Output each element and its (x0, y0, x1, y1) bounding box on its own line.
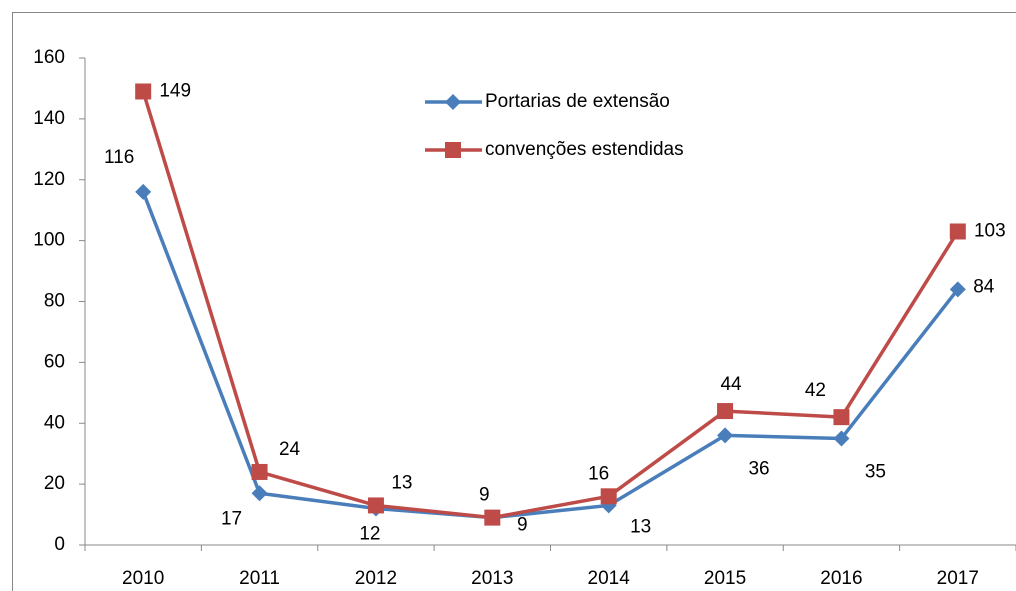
y-tick-label: 160 (33, 47, 65, 68)
legend-label: convenções estendidas (485, 139, 684, 160)
data-label: 84 (973, 276, 995, 297)
legend-label: Portarias de extensão (485, 91, 670, 112)
marker (949, 281, 966, 298)
y-tick-label: 60 (44, 351, 65, 372)
y-tick-label: 100 (33, 230, 65, 251)
y-tick-label: 20 (44, 473, 65, 494)
legend-marker (445, 142, 461, 158)
marker (717, 403, 734, 420)
marker (833, 430, 850, 447)
data-label: 16 (588, 463, 609, 484)
data-label: 36 (748, 458, 769, 479)
x-tick-label: 2015 (704, 568, 746, 589)
data-label: 24 (279, 439, 301, 460)
x-tick-label: 2013 (471, 568, 513, 589)
marker (717, 427, 734, 444)
data-label: 9 (479, 485, 490, 506)
data-label: 35 (865, 461, 886, 482)
x-tick-label: 2011 (239, 568, 280, 589)
y-tick-label: 140 (33, 108, 65, 129)
y-tick-label: 120 (33, 169, 65, 190)
series-line (141, 191, 960, 520)
marker (833, 409, 850, 426)
x-tick-label: 2014 (588, 568, 631, 589)
x-tick-label: 2016 (820, 568, 862, 589)
y-tick-label: 0 (54, 534, 65, 555)
series-line (141, 90, 960, 520)
data-label: 103 (974, 221, 1006, 242)
data-label: 116 (104, 147, 134, 168)
marker (135, 83, 152, 100)
data-label: 12 (359, 523, 380, 544)
data-label: 17 (221, 508, 242, 529)
marker (600, 488, 617, 505)
y-tick-label: 80 (44, 291, 65, 312)
data-label: 42 (805, 380, 826, 401)
marker (251, 463, 268, 480)
x-tick-label: 2017 (937, 568, 979, 589)
data-label: 13 (391, 472, 412, 493)
marker (367, 497, 384, 514)
data-label: 13 (630, 516, 651, 537)
data-label: 44 (720, 374, 742, 395)
data-label: 149 (159, 80, 191, 101)
x-tick-label: 2010 (122, 568, 164, 589)
chart-border (12, 12, 1016, 591)
marker (949, 223, 966, 240)
x-tick-label: 2012 (355, 568, 397, 589)
marker (484, 509, 501, 526)
legend-marker (445, 94, 461, 110)
marker (135, 183, 152, 200)
marker (251, 485, 268, 502)
y-tick-label: 40 (44, 412, 65, 433)
data-label: 9 (517, 515, 528, 536)
